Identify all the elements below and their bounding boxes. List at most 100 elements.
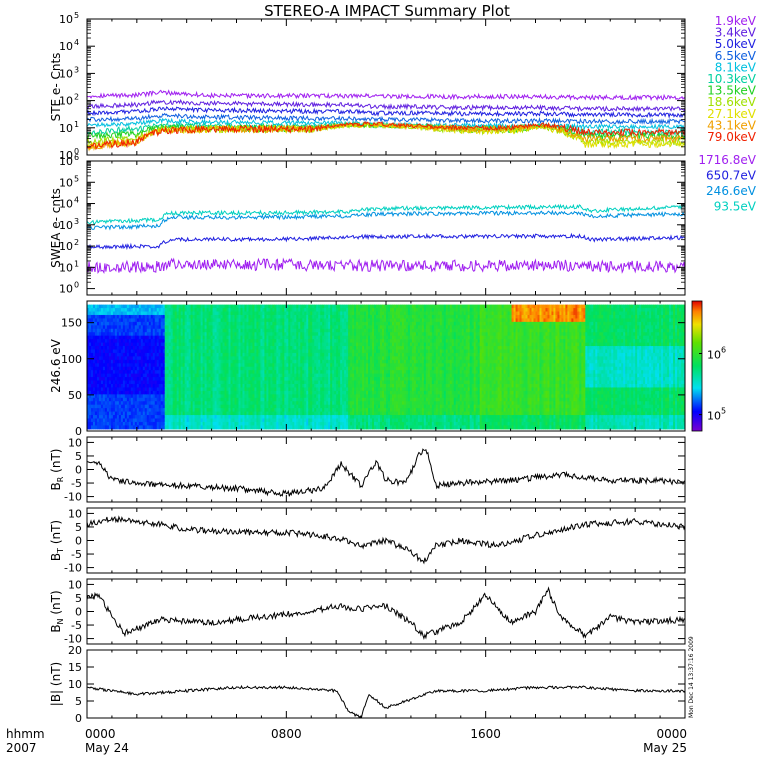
pad-cell [140, 425, 144, 430]
pad-cell [90, 349, 94, 354]
pad-cell [140, 373, 144, 378]
pad-cell [98, 311, 102, 316]
pad-cell [128, 349, 132, 354]
pad-cell [98, 401, 102, 406]
pad-cell [134, 304, 138, 309]
pad-cell [102, 411, 106, 416]
pad-cell [120, 339, 124, 344]
pad-cell [102, 394, 106, 399]
pad-cell [142, 325, 146, 330]
pad-cell [102, 408, 106, 413]
pad-cell [94, 359, 98, 364]
pad-cell [116, 349, 120, 354]
swea-ytick-label: 10 [59, 198, 73, 211]
pad-cell [144, 311, 148, 316]
pad-cell [100, 411, 104, 416]
pad-cell [114, 314, 118, 320]
pad-cell [118, 401, 122, 406]
pad-cell [144, 332, 148, 337]
pad-cell [110, 415, 114, 420]
pad-cell [114, 397, 118, 402]
pad-cell [98, 359, 102, 364]
pad-cell [116, 377, 120, 382]
pad-cell [112, 397, 116, 402]
pad-cell [87, 390, 90, 395]
pad-cell [144, 318, 148, 323]
pad-cell [88, 383, 92, 389]
pad-cell [124, 349, 128, 354]
pad-cell [126, 346, 130, 351]
pad-cell [114, 377, 118, 382]
pad-cell [130, 321, 134, 326]
pad-cell [136, 342, 140, 347]
pad-cell [98, 370, 102, 375]
pad-cell [90, 397, 94, 402]
pad-cell [92, 387, 96, 392]
pad-cell [130, 342, 134, 347]
pad-cell [132, 321, 136, 326]
pad-cell [88, 387, 92, 392]
pad-cell [142, 387, 146, 392]
pad-cell [144, 304, 148, 309]
pad-cell [116, 335, 120, 340]
pad-cell [126, 421, 130, 426]
pad-cell [134, 318, 138, 323]
pad-cell [120, 332, 124, 337]
pad-cell [90, 314, 94, 320]
pad-cell [114, 332, 118, 337]
pad-cell [112, 304, 116, 309]
pad-cell [100, 308, 104, 313]
pad-cell [140, 408, 144, 413]
pad-cell [108, 408, 112, 413]
pad-cell [102, 397, 106, 402]
pad-cell [128, 321, 132, 326]
pad-cell [118, 359, 122, 364]
pad-cell [92, 366, 96, 371]
pad-cell [116, 390, 120, 395]
pad-cell [104, 363, 108, 368]
pad-cell [132, 352, 136, 357]
pad-cell [140, 370, 144, 375]
pad-cell [114, 335, 118, 340]
pad-cell [100, 346, 104, 351]
pad-cell [108, 383, 112, 389]
swea-ytick-label: 10 [59, 155, 73, 168]
pad-cell [116, 314, 120, 320]
pad-cell [96, 311, 100, 316]
pad-cell [114, 380, 118, 385]
pad-cell [114, 394, 118, 399]
pad-cell [88, 304, 92, 309]
ste-ytick-label: 10 [59, 149, 73, 162]
pad-cell [106, 311, 110, 316]
pad-cell [106, 370, 110, 375]
pad-cell [136, 356, 140, 361]
pad-cell [114, 425, 118, 430]
pad-cell [90, 408, 94, 413]
pad-cell [122, 421, 126, 426]
pad-cell [112, 318, 116, 323]
pad-cell [122, 411, 126, 416]
pad-cell [87, 339, 90, 344]
pad-cell [124, 377, 128, 382]
pad-cell [140, 332, 144, 337]
pad-cell [142, 380, 146, 385]
pad-cell [124, 411, 128, 416]
pad-cell [94, 401, 98, 406]
pad-cell [122, 318, 126, 323]
pad-cell [94, 342, 98, 347]
pad-cell [130, 421, 134, 426]
pad-cell [142, 377, 146, 382]
pad-cell [90, 308, 94, 313]
pad-cell [144, 380, 148, 385]
pad-cell [130, 318, 134, 323]
pad-cell [138, 339, 142, 344]
pad-cell [92, 390, 96, 395]
pad-cell [106, 321, 110, 326]
pad-cell [88, 380, 92, 385]
pad-cell [96, 349, 100, 354]
pad-cell [134, 421, 138, 426]
pad-cell [140, 314, 144, 320]
pad-cell [130, 335, 134, 340]
pad-cell [106, 415, 110, 420]
pad-cell [88, 328, 92, 333]
